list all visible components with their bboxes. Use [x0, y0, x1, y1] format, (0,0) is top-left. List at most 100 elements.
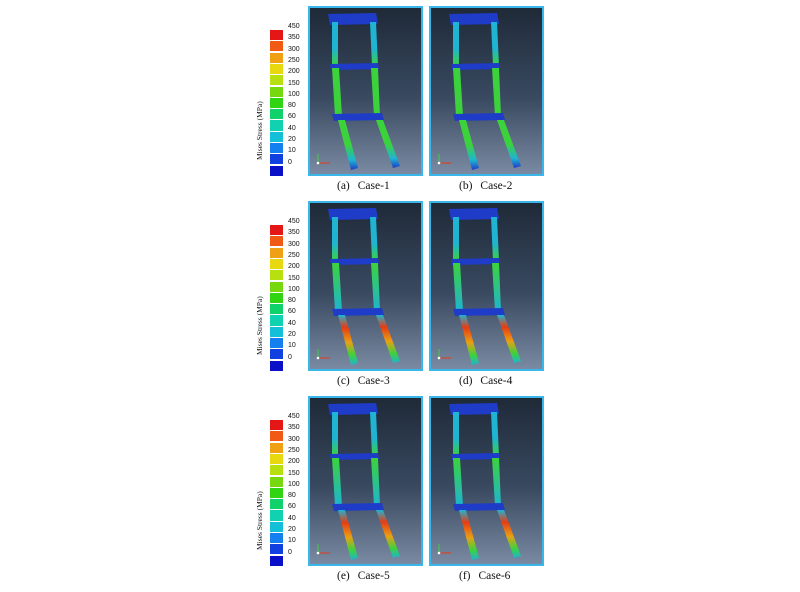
legend-tick-label: 0 — [288, 353, 292, 361]
legend-swatch — [270, 109, 283, 120]
caption-name: Case-4 — [480, 375, 513, 387]
legend-swatch — [270, 326, 283, 337]
legend-swatch — [270, 63, 283, 75]
legend-tick-label: 100 — [288, 90, 300, 98]
legend-swatch — [270, 41, 283, 52]
legend-swatch — [270, 292, 283, 303]
caption-case-3: (c) Case-3 — [337, 375, 390, 387]
legend-tick-label: 200 — [288, 68, 300, 76]
legend-swatch — [270, 533, 283, 544]
legend-tick-label: 20 — [288, 526, 296, 533]
legend-swatch — [270, 476, 283, 487]
figure-row-2: Mises Stress (MPa) 450 350 300 250 200 150 100… — [0, 197, 800, 393]
legend-swatch — [270, 304, 283, 315]
legend-tick-label: 10 — [288, 342, 296, 350]
legend-tick-label: 60 — [288, 113, 296, 121]
legend-swatch — [270, 97, 283, 108]
legend-swatch — [270, 30, 283, 41]
legend-swatch — [270, 453, 283, 465]
stress-legend: Mises Stress (MPa) 450 350 300 250 200 150 100… — [252, 23, 312, 176]
caption-case-5: (e) Case-5 — [337, 570, 390, 582]
caption-name: Case-6 — [478, 570, 511, 582]
legend-tick-label: 40 — [288, 319, 296, 327]
caption-name: Case-5 — [357, 570, 390, 582]
legend-tick-label: 10 — [288, 537, 296, 545]
legend-tick-label: 20 — [288, 331, 296, 338]
legend-tick-label: 200 — [288, 458, 300, 466]
ladder-frame-model — [437, 208, 521, 365]
legend-tick-label: 200 — [288, 263, 300, 271]
legend-tick-label: 450 — [288, 218, 300, 225]
ladder-frame-model — [316, 208, 400, 365]
legend-tick-label: 60 — [288, 308, 296, 316]
caption-label: (f) — [459, 570, 471, 582]
legend-tick-label: 350 — [288, 34, 300, 42]
legend-swatch — [270, 349, 283, 360]
legend-swatch — [270, 281, 283, 292]
legend-swatch — [270, 499, 283, 510]
stress-legend: Mises Stress (MPa) 450 350 300 250 200 150 100… — [252, 218, 312, 371]
ladder-frame-model — [437, 13, 521, 170]
legend-tick-label: 450 — [288, 23, 300, 30]
legend-tick-label: 250 — [288, 251, 300, 259]
legend-tick-label: 450 — [288, 413, 300, 420]
legend-tick-label: 0 — [288, 548, 292, 556]
caption-name: Case-2 — [480, 180, 513, 192]
legend-swatch — [270, 225, 283, 236]
legend-title: Mises Stress (MPa) — [255, 491, 264, 550]
legend-tick-label: 80 — [288, 492, 296, 500]
legend-swatch — [270, 143, 283, 154]
fem-panel-case-5 — [308, 396, 423, 566]
legend-tick-label: 80 — [288, 102, 296, 110]
caption-label: (b) — [459, 180, 473, 192]
fem-panel-case-1 — [308, 6, 423, 176]
legend-swatch — [270, 360, 283, 371]
caption-name: Case-3 — [357, 375, 390, 387]
caption-case-6: (f) Case-6 — [459, 570, 510, 582]
caption-case-2: (b) Case-2 — [459, 180, 512, 192]
legend-swatch — [270, 555, 283, 566]
legend-tick-label: 10 — [288, 147, 296, 155]
legend-tick-label: 0 — [288, 158, 292, 166]
legend-swatch — [270, 315, 283, 326]
legend-swatch — [270, 236, 283, 247]
figure-row-3: Mises Stress (MPa) 450 350 300 250 200 150 100… — [0, 392, 800, 588]
ladder-frame-model — [316, 13, 400, 170]
legend-swatch — [270, 510, 283, 521]
legend-swatch — [270, 270, 283, 281]
legend-tick-label: 100 — [288, 480, 300, 488]
legend-tick-label: 300 — [288, 45, 300, 53]
legend-tick-label: 150 — [288, 274, 300, 282]
caption-label: (e) — [337, 570, 350, 582]
legend-title: Mises Stress (MPa) — [255, 101, 264, 160]
legend-tick-label: 40 — [288, 514, 296, 522]
legend-tick-label: 60 — [288, 503, 296, 511]
legend-swatch — [270, 52, 283, 63]
legend-swatch — [270, 258, 283, 270]
caption-case-4: (d) Case-4 — [459, 375, 512, 387]
ladder-frame-model — [437, 403, 521, 560]
legend-tick-label: 100 — [288, 285, 300, 293]
legend-swatch — [270, 521, 283, 532]
caption-label: (c) — [337, 375, 350, 387]
fem-panel-case-6 — [429, 396, 544, 566]
legend-swatch — [270, 420, 283, 431]
figure-row-1: Mises Stress (MPa) 450 350 300 250 200 150 100… — [0, 2, 800, 198]
legend-swatch — [270, 544, 283, 555]
legend-swatch — [270, 131, 283, 142]
legend-tick-label: 150 — [288, 469, 300, 477]
fem-panel-case-4 — [429, 201, 544, 371]
legend-swatch — [270, 75, 283, 86]
legend-swatch — [270, 338, 283, 349]
legend-tick-label: 250 — [288, 56, 300, 64]
legend-swatch — [270, 465, 283, 476]
legend-tick-label: 350 — [288, 229, 300, 237]
caption-label: (a) — [337, 180, 350, 192]
caption-case-1: (a) Case-1 — [337, 180, 390, 192]
legend-tick-label: 250 — [288, 446, 300, 454]
legend-swatch — [270, 247, 283, 258]
legend-title: Mises Stress (MPa) — [255, 296, 264, 355]
legend-swatch — [270, 154, 283, 165]
legend-swatch — [270, 487, 283, 498]
legend-tick-label: 300 — [288, 240, 300, 248]
